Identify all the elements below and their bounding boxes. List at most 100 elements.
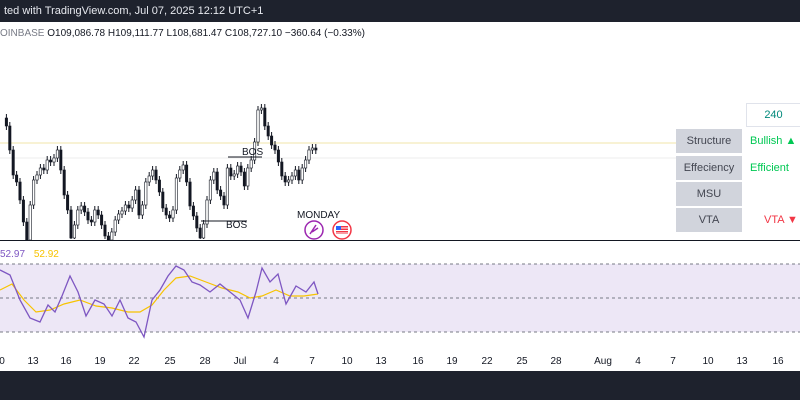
change-value: −360.64 (−0.33%) bbox=[284, 28, 365, 39]
candle-body bbox=[4, 117, 8, 127]
candle-body bbox=[76, 209, 80, 226]
candle-body bbox=[117, 213, 121, 221]
candle-body bbox=[69, 209, 73, 239]
candle-body bbox=[249, 159, 253, 169]
candle-body bbox=[280, 161, 284, 177]
chart-header: ted with TradingView.com, Jul 07, 2025 1… bbox=[0, 0, 800, 22]
candle-body bbox=[62, 169, 66, 196]
candle-body bbox=[297, 169, 301, 181]
candle-body bbox=[89, 219, 93, 223]
candle-body bbox=[96, 209, 100, 216]
candle-body bbox=[123, 204, 127, 212]
x-tick-label: 10 bbox=[341, 356, 353, 367]
rsi-ma-value: 52.92 bbox=[33, 249, 59, 260]
candle-body bbox=[215, 171, 219, 191]
x-tick-label: 25 bbox=[516, 356, 528, 367]
x-tick-label: Aug bbox=[594, 356, 612, 367]
candle-body bbox=[256, 109, 260, 143]
candle-body bbox=[137, 189, 141, 216]
timeframe-value: 240 bbox=[764, 109, 783, 121]
candle-body bbox=[259, 107, 263, 111]
msu-label: MSU bbox=[696, 188, 722, 200]
candle-body bbox=[205, 199, 209, 225]
structure-value: Bullish ▲ bbox=[750, 135, 797, 147]
candle-body bbox=[32, 179, 36, 206]
close-value: C108,727.10 bbox=[224, 28, 283, 39]
us-flag-icon[interactable] bbox=[332, 220, 352, 240]
candle-body bbox=[154, 169, 158, 181]
candle-body bbox=[151, 169, 155, 177]
candle-body bbox=[11, 149, 15, 176]
efficiency-label: Effeciency bbox=[683, 162, 735, 174]
x-tick-label: 28 bbox=[550, 356, 562, 367]
x-tick-label: 19 bbox=[94, 356, 106, 367]
candle-body bbox=[100, 214, 104, 226]
candle-body bbox=[120, 210, 124, 215]
rsi-lines-group bbox=[0, 265, 319, 339]
candle-body bbox=[171, 209, 175, 219]
x-tick-label: 7 bbox=[309, 356, 315, 367]
ticker-label: OINBASE bbox=[0, 28, 45, 39]
structure-label-cell: Structure bbox=[676, 129, 742, 153]
rsi-line bbox=[0, 265, 319, 339]
x-tick-label: 16 bbox=[772, 356, 784, 367]
x-tick-label: 7 bbox=[670, 356, 676, 367]
candle-body bbox=[202, 223, 206, 239]
header-title: ted with TradingView.com, Jul 07, 2025 1… bbox=[4, 5, 264, 17]
rsi-ma-line bbox=[0, 275, 319, 313]
candle-body bbox=[314, 147, 318, 151]
candle-body bbox=[164, 207, 168, 216]
candle-body bbox=[25, 221, 29, 241]
candles-group bbox=[4, 104, 318, 241]
candle-body bbox=[157, 179, 161, 193]
x-tick-label: 25 bbox=[164, 356, 176, 367]
structure-label: Structure bbox=[686, 135, 732, 147]
x-tick-label: 10 bbox=[702, 356, 714, 367]
candle-body bbox=[263, 107, 267, 127]
candle-body bbox=[246, 167, 250, 187]
candle-body bbox=[304, 159, 308, 169]
candle-body bbox=[242, 171, 246, 187]
candle-body bbox=[38, 167, 42, 176]
msu-label-cell: MSU bbox=[676, 182, 742, 206]
candle-body bbox=[185, 164, 189, 183]
candle-body bbox=[72, 224, 76, 239]
rsi-readout: 52.97 52.92 bbox=[0, 249, 59, 260]
vta-value: VTA ▼ bbox=[764, 214, 798, 226]
open-value: O109,086.78 bbox=[47, 28, 106, 39]
flash-icon[interactable] bbox=[304, 220, 324, 240]
candle-body bbox=[232, 173, 236, 177]
candle-body bbox=[273, 144, 277, 151]
x-tick-label: 13 bbox=[736, 356, 748, 367]
candle-body bbox=[222, 195, 226, 206]
candle-body bbox=[219, 189, 223, 197]
candle-body bbox=[28, 204, 32, 241]
chart-footer bbox=[0, 371, 800, 400]
timeframe-cell: 240 bbox=[746, 103, 800, 127]
rsi-value: 52.97 bbox=[0, 249, 26, 260]
efficiency-value: Efficient bbox=[750, 162, 789, 174]
pane-separator bbox=[0, 240, 800, 241]
candle-body bbox=[276, 149, 280, 163]
candle-body bbox=[293, 169, 297, 177]
candle-body bbox=[310, 147, 314, 151]
candle-body bbox=[191, 205, 195, 217]
candle-body bbox=[86, 211, 90, 221]
candle-body bbox=[79, 205, 83, 211]
low-value: L108,681.47 bbox=[166, 28, 223, 39]
x-tick-label: 19 bbox=[446, 356, 458, 367]
candle-body bbox=[290, 175, 294, 181]
candle-body bbox=[188, 181, 192, 207]
candle-body bbox=[8, 125, 12, 151]
candle-body bbox=[42, 167, 46, 171]
efficiency-label-cell: Effeciency bbox=[676, 156, 742, 180]
candle-body bbox=[55, 149, 59, 159]
candle-body bbox=[208, 179, 212, 201]
candle-body bbox=[198, 227, 202, 239]
candle-body bbox=[239, 165, 243, 173]
candle-body bbox=[21, 199, 25, 223]
candle-body bbox=[266, 125, 270, 137]
candle-body bbox=[127, 204, 131, 209]
candle-body bbox=[35, 174, 39, 181]
